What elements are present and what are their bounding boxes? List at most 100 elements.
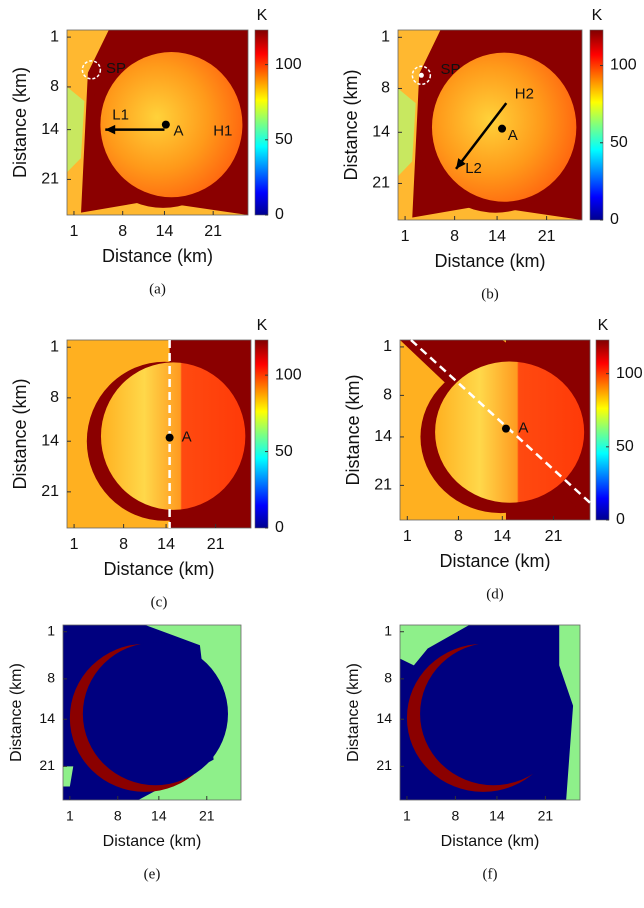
y-tick-label: 21 [372,175,390,192]
colorbar-label: K [592,7,603,24]
cool-patch [67,86,85,173]
x-tick-label: 8 [450,228,459,245]
colorbar-label: K [257,7,268,24]
colorbar-tick-label: 100 [275,56,302,73]
x-axis-label: Distance (km) [434,251,545,271]
y-tick-label: 8 [50,78,59,95]
x-tick-label: 8 [119,536,128,553]
arrow-head [105,124,116,135]
colorbar-tick-label: 0 [616,511,625,528]
caption: (d) [486,586,504,602]
annotation: A [174,123,184,140]
x-tick-label: 14 [151,808,167,824]
x-tick-label: 1 [66,808,74,824]
colorbar [254,339,269,529]
x-axis-label: Distance (km) [102,246,213,266]
colorbar [254,29,269,216]
heatmap-image [400,340,590,520]
point-a [498,124,507,133]
colorbar-tick-label: 0 [275,519,284,536]
x-tick-label: 1 [70,536,79,553]
heatmap-image [400,625,580,800]
y-tick-label: 1 [381,29,390,46]
colorbar-tick-label: 100 [610,57,637,74]
crater-disk [420,642,567,786]
sp-marker [411,65,432,86]
detected-patch [63,766,74,787]
x-tick-label: 1 [403,528,412,545]
crater-disk [435,361,585,503]
x-tick-label: 21 [199,808,215,824]
colorbar-label: K [257,317,268,334]
x-tick-label: 1 [403,808,411,824]
x-tick-label: 14 [488,228,506,245]
y-tick-label: 21 [39,757,55,773]
profile-line [410,339,591,504]
y-axis-label: Distance (km) [345,663,362,762]
caption: (f) [483,866,498,882]
point-a [165,433,174,442]
plot-frame [66,29,249,216]
caption: (e) [144,866,161,882]
colorbar-tick-label: 50 [275,443,293,460]
x-tick-label: 8 [118,223,127,240]
y-tick-label: 1 [383,338,392,355]
crater-disk [82,642,228,786]
x-tick-label: 14 [493,528,511,545]
panel: 1 8 14 21 1 8 14 21 Distance (km) Distance (km) (a… [10,7,302,297]
x-tick-label: 21 [204,223,222,240]
plot-frame [397,29,583,221]
y-tick-label: 1 [47,622,55,638]
caption: (c) [151,594,168,610]
colorbar-tick-label: 100 [275,366,302,383]
plot-frame [399,624,581,801]
point-a [161,120,170,129]
y-tick-label: 1 [50,28,59,45]
x-tick-label: 8 [451,808,459,824]
y-axis-label: Distance (km) [8,663,25,762]
colorbar-label: K [598,317,609,334]
annotation: SP [106,60,126,77]
panel: 1 8 14 21 1 8 14 21 Distance (km) Distance (km) (b… [341,7,637,302]
colorbar-tick-label: 50 [610,134,628,151]
caption: (b) [481,286,499,302]
x-tick-label: 21 [207,536,225,553]
y-axis-label: Distance (km) [10,67,30,178]
detected-region [400,625,470,666]
caption: (a) [149,281,166,297]
crater-disk [100,52,243,198]
y-tick-label: 8 [384,670,392,686]
annotation: SP [440,61,460,78]
y-tick-label: 14 [39,710,55,726]
y-tick-label: 21 [41,483,59,500]
x-tick-label: 8 [454,528,463,545]
y-tick-label: 8 [381,80,390,97]
y-tick-label: 14 [372,124,390,141]
annotation: L1 [112,106,129,123]
colorbar [595,339,610,521]
cool-region [67,30,109,215]
y-tick-label: 14 [41,432,59,449]
arrow-head [456,158,466,169]
x-axis-label: Distance (km) [441,833,540,850]
y-axis-label: Distance (km) [10,378,30,489]
x-tick-label: 14 [489,808,505,824]
bottom-patch [398,205,582,220]
heatmap-image [67,340,251,528]
x-tick-label: 21 [545,528,563,545]
y-tick-label: 14 [376,710,392,726]
plot-frame [399,339,591,521]
y-tick-label: 14 [374,428,392,445]
y-tick-label: 8 [383,387,392,404]
colorbar-tick-label: 50 [616,438,634,455]
y-tick-label: 1 [50,338,59,355]
x-tick-label: 1 [401,228,410,245]
annotation: A [182,429,192,446]
heatmap-image [63,625,241,800]
y-tick-label: 21 [41,171,59,188]
x-tick-label: 14 [156,223,174,240]
panel: 1 8 14 21 1 8 14 21 Distance (km) Distance (km) (f… [345,622,581,882]
y-tick-label: 8 [50,389,59,406]
